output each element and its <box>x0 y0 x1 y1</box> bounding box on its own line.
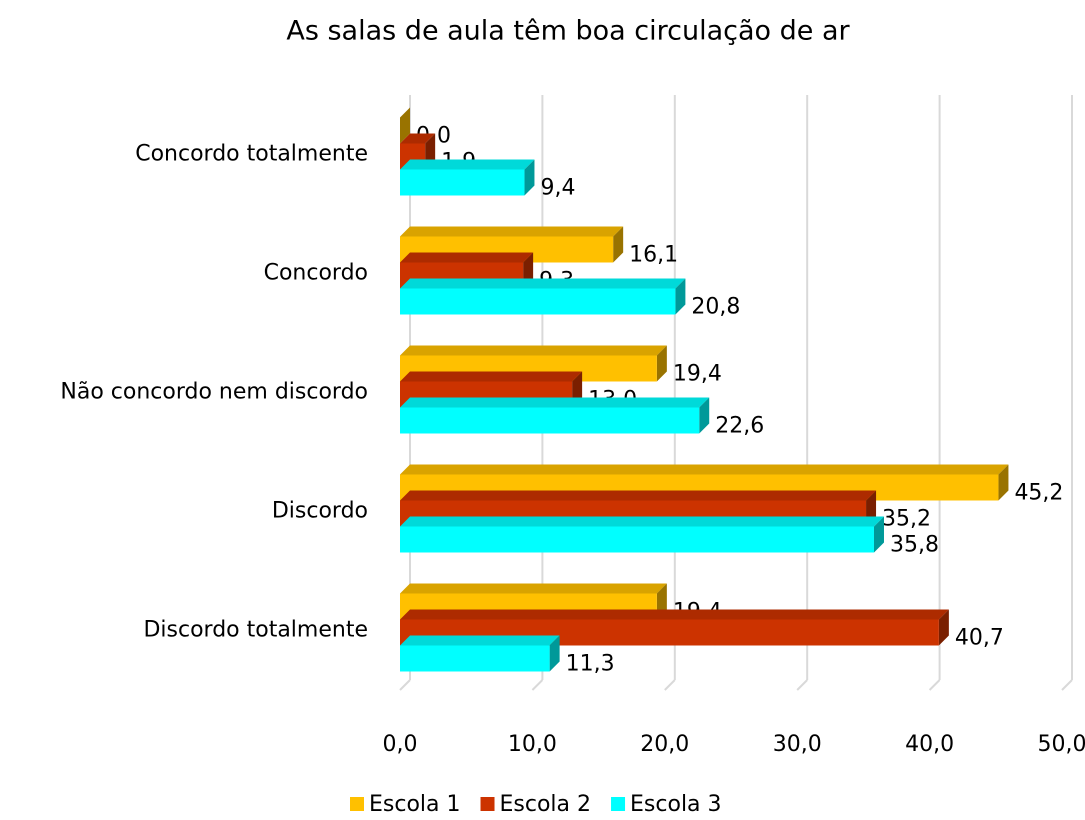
bar-top <box>400 133 436 144</box>
value-label: 11,3 <box>566 652 615 677</box>
bar-top <box>400 345 667 356</box>
x-tick-label: 50,0 <box>1038 732 1085 757</box>
value-label: 40,7 <box>955 626 1004 651</box>
bar-top <box>400 278 686 289</box>
value-label: 9,4 <box>540 176 575 201</box>
bar-top <box>400 252 534 263</box>
grid-line <box>928 679 941 691</box>
bar-side <box>549 635 560 672</box>
grid-line <box>796 679 808 691</box>
x-tick-label: 20,0 <box>640 732 689 757</box>
bar-front <box>400 645 550 672</box>
y-tick-label: Concordo <box>264 261 368 286</box>
bar-top <box>400 609 949 620</box>
bar-side <box>400 107 410 144</box>
value-label: 35,8 <box>890 533 939 558</box>
x-tick-label: 40,0 <box>905 732 954 757</box>
bar-side <box>524 159 535 196</box>
bar-side <box>675 278 686 315</box>
chart-title: As salas de aula têm boa circulação de a… <box>286 16 850 47</box>
bar-top <box>400 159 535 170</box>
y-tick-label: Discordo <box>272 499 368 524</box>
value-label: 20,8 <box>691 295 740 320</box>
bar-front <box>400 526 874 553</box>
bar-side <box>656 345 667 382</box>
bar-side <box>613 226 624 263</box>
bar <box>400 159 535 196</box>
bar <box>400 278 686 315</box>
x-tick-label: 10,0 <box>508 732 557 757</box>
bar-top <box>400 516 884 527</box>
legend-label: Escola 2 <box>500 792 592 816</box>
y-tick-label: Concordo totalmente <box>135 142 368 167</box>
bar <box>400 635 560 672</box>
bar-side <box>998 464 1009 501</box>
value-label: 35,2 <box>882 507 931 532</box>
bar-top <box>400 226 624 237</box>
bar-top <box>400 464 1009 475</box>
bar-front <box>400 288 676 315</box>
y-tick-label: Discordo totalmente <box>143 618 368 643</box>
legend-swatch <box>480 797 495 811</box>
x-tick-label: 0,0 <box>383 732 418 757</box>
bar <box>400 397 710 434</box>
bar-top <box>400 583 667 594</box>
legend-swatch <box>611 797 626 811</box>
grid-line <box>664 679 676 691</box>
bar-front <box>400 407 700 434</box>
y-tick-label: Não concordo nem discordo <box>60 380 368 405</box>
value-label: 16,1 <box>629 243 678 268</box>
bar <box>400 516 884 553</box>
bar-top <box>400 371 583 382</box>
x-tick-label: 30,0 <box>773 732 822 757</box>
bar-side <box>699 397 710 434</box>
value-label: 45,2 <box>1014 481 1063 506</box>
bar-side <box>873 516 884 553</box>
bar-side <box>938 609 949 646</box>
value-label: 22,6 <box>715 414 764 439</box>
value-label: 19,4 <box>673 362 722 387</box>
grid-line <box>1061 679 1073 691</box>
grid-line <box>399 679 411 691</box>
bar-top <box>400 490 877 501</box>
legend-label: Escola 1 <box>369 792 461 816</box>
legend-swatch <box>350 797 364 811</box>
bar-top <box>400 635 560 646</box>
legend-label: Escola 3 <box>630 792 722 816</box>
bar <box>400 107 410 144</box>
bar-front <box>400 169 525 196</box>
grid-line <box>531 679 544 691</box>
bar-top <box>400 397 710 408</box>
